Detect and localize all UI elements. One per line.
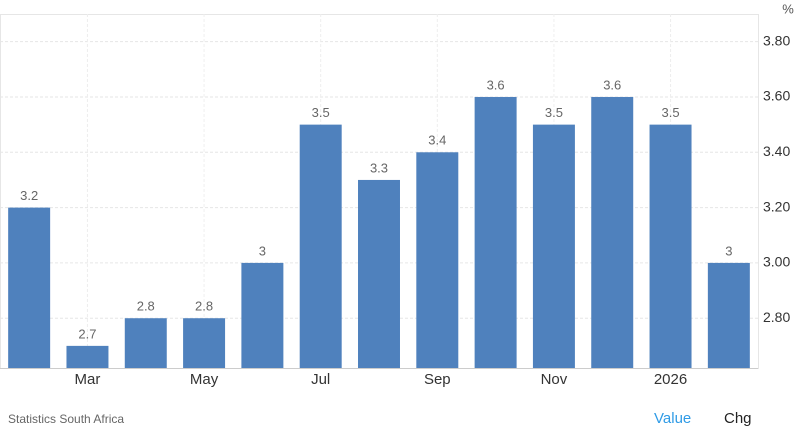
bar bbox=[8, 207, 51, 368]
y-tick-label: 3.40 bbox=[763, 143, 790, 159]
y-tick-label: 3.60 bbox=[763, 88, 790, 104]
x-tick-label: Sep bbox=[424, 371, 451, 388]
chart: % 2.80 3.00 3.20 3.40 3.60 3.80 3.2 Mar 2.7 2.8 Ma… bbox=[0, 1, 794, 388]
data-label: 3.5 bbox=[661, 105, 679, 120]
data-label: 3.6 bbox=[603, 77, 621, 92]
y-tick-label: 3.80 bbox=[763, 32, 790, 48]
bar bbox=[358, 179, 400, 368]
bar bbox=[183, 318, 226, 368]
x-tick-label: Mar bbox=[75, 371, 101, 388]
data-label: 2.7 bbox=[78, 326, 96, 341]
bar bbox=[66, 345, 109, 368]
data-label: 3.3 bbox=[370, 160, 388, 175]
data-label: 3.2 bbox=[20, 188, 38, 203]
x-tick-label: Jul bbox=[311, 371, 330, 388]
bar bbox=[416, 152, 459, 368]
y-tick-label: 3.20 bbox=[763, 198, 790, 214]
bar bbox=[707, 262, 750, 368]
bar bbox=[532, 124, 575, 368]
bar bbox=[649, 124, 692, 368]
data-label: 2.8 bbox=[195, 299, 213, 314]
x-tick-label: 2026 bbox=[654, 371, 687, 388]
data-label: 3 bbox=[725, 243, 732, 258]
tab[interactable]: Value bbox=[654, 410, 692, 427]
source: Statistics South Africa bbox=[8, 412, 125, 426]
data-label: 3 bbox=[259, 243, 266, 258]
unit-label: % bbox=[782, 1, 794, 16]
data-label: 2.8 bbox=[137, 299, 155, 314]
data-label: 3.6 bbox=[487, 77, 505, 92]
x-tick-label: May bbox=[190, 371, 219, 388]
y-tick-label: 3.00 bbox=[763, 254, 790, 270]
bar bbox=[124, 318, 167, 368]
x-tick-label: Nov bbox=[541, 371, 568, 388]
tab[interactable]: Chg bbox=[724, 410, 752, 427]
bar bbox=[591, 96, 634, 368]
data-label: 3.5 bbox=[312, 105, 330, 120]
bar bbox=[241, 262, 284, 368]
data-label: 3.4 bbox=[428, 133, 446, 148]
data-label: 3.5 bbox=[545, 105, 563, 120]
bar bbox=[474, 96, 517, 368]
y-tick-label: 2.80 bbox=[763, 309, 790, 325]
bar bbox=[299, 124, 342, 368]
